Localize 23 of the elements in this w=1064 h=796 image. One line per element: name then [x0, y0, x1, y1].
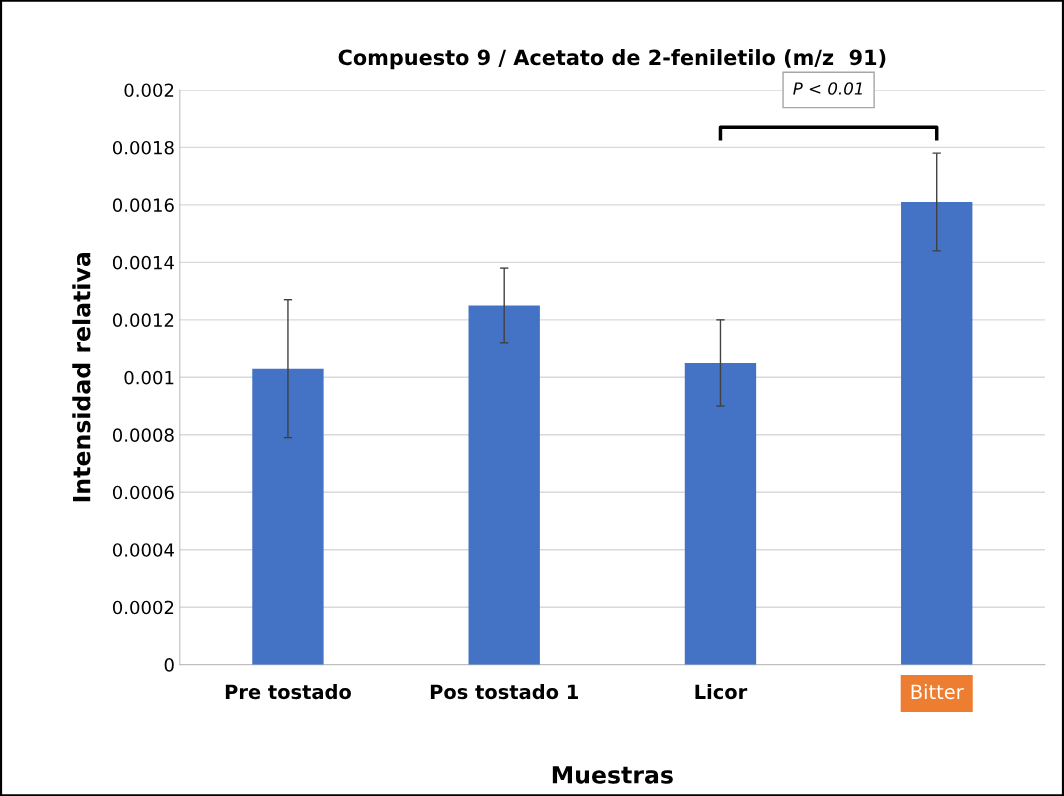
bar: [252, 368, 324, 665]
y-tick-label: 0.0004: [112, 543, 174, 557]
x-tick-label: Bitter: [911, 684, 964, 700]
y-tick-label: 0.0018: [112, 140, 174, 155]
y-axis-title: Intensidad relativa: [72, 253, 91, 502]
y-tick-label: 0.0006: [112, 485, 174, 500]
annotation: P < 0.01: [793, 82, 862, 95]
bar: [901, 202, 973, 665]
bar: [468, 305, 540, 665]
y-tick-label: 0.002: [124, 83, 174, 98]
y-tick-label: 0.0002: [112, 600, 174, 615]
bar: [684, 362, 757, 665]
y-tick-label: 0.0014: [112, 255, 174, 270]
y-tick-label: 0: [164, 658, 174, 672]
y-tick-label: 0.0012: [112, 313, 174, 327]
x-tick-label: Licor: [695, 684, 748, 700]
y-tick-label: 0.0016: [112, 198, 174, 213]
x-tick-label: Pre tostado: [225, 684, 351, 700]
x-axis-title: Muestras: [552, 766, 673, 784]
chart-title: Compuesto 9 / Acetato de 2-feniletilo (m/z 91): [338, 49, 886, 70]
y-tick-label: 0.0008: [112, 428, 174, 442]
x-tick-label: Pos tostado 1: [430, 684, 578, 700]
y-tick-label: 0.001: [124, 370, 174, 385]
